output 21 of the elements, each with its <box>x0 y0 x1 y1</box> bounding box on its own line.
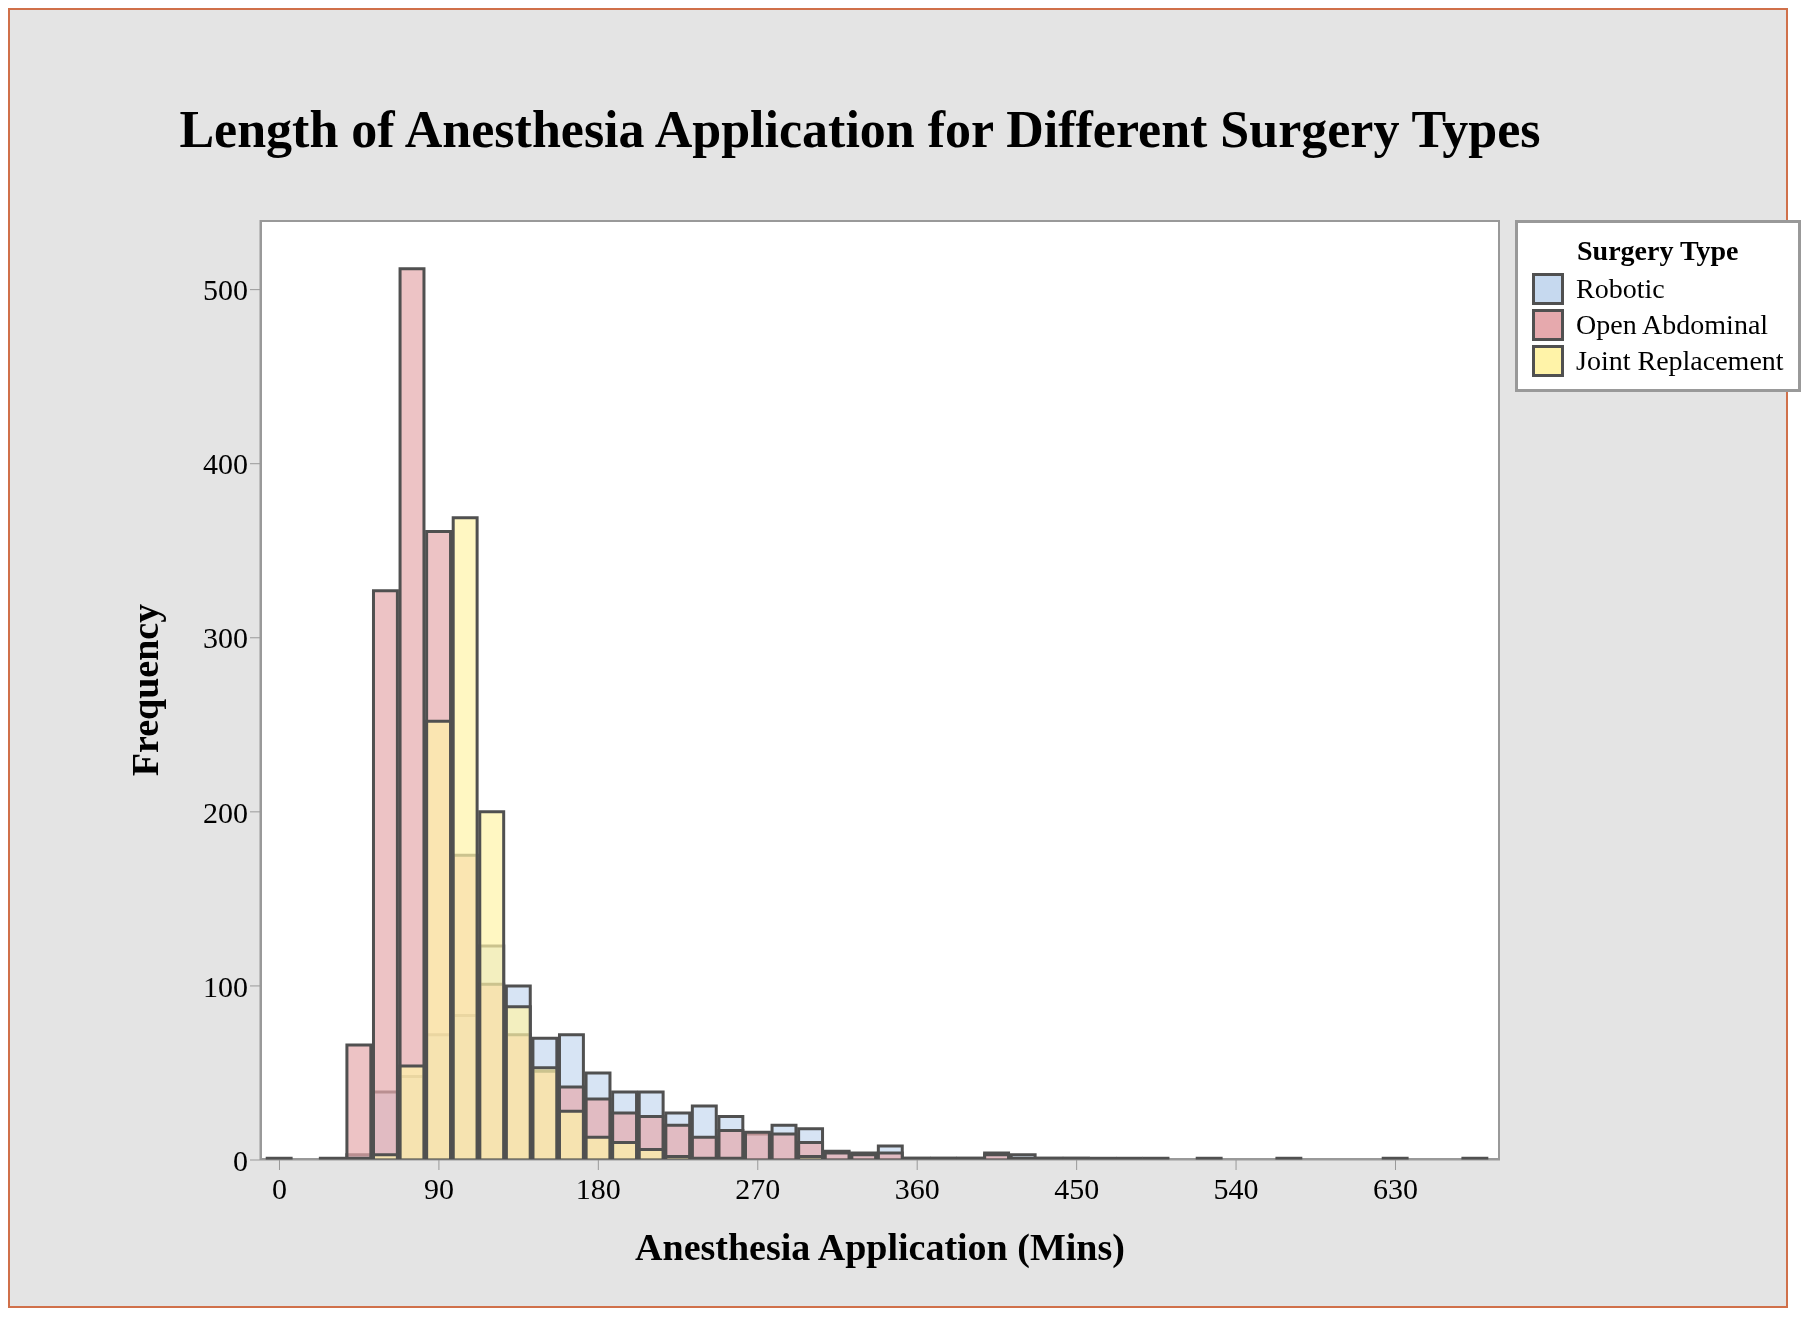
x-tick-label: 630 <box>1372 1172 1418 1206</box>
x-tick-label: 540 <box>1213 1172 1259 1206</box>
x-tick-label: 0 <box>271 1172 287 1206</box>
legend-label: Joint Replacement <box>1576 345 1784 377</box>
y-tick-label: 500 <box>203 273 248 307</box>
x-axis-title: Anesthesia Application (Mins) <box>635 1226 1125 1269</box>
chart-title: Length of Anesthesia Application for Different Surgery Types <box>178 100 1542 159</box>
x-tick-label: 90 <box>423 1172 454 1206</box>
x-tick-label: 270 <box>735 1172 781 1206</box>
x-tick-label: 180 <box>575 1172 621 1206</box>
x-tick-label: 360 <box>894 1172 940 1206</box>
legend-label: Open Abdominal <box>1576 309 1769 341</box>
legend-title: Surgery Type <box>1576 235 1740 267</box>
x-tick-label: 450 <box>1054 1172 1100 1206</box>
y-tick-label: 300 <box>203 621 248 655</box>
y-tick-label: 200 <box>203 795 248 829</box>
y-axis-title: Frequency <box>124 603 167 777</box>
y-tick-label: 0 <box>233 1143 248 1177</box>
legend-label: Robotic <box>1576 273 1665 305</box>
y-tick-label: 400 <box>203 447 248 481</box>
y-tick-label: 100 <box>203 969 248 1003</box>
